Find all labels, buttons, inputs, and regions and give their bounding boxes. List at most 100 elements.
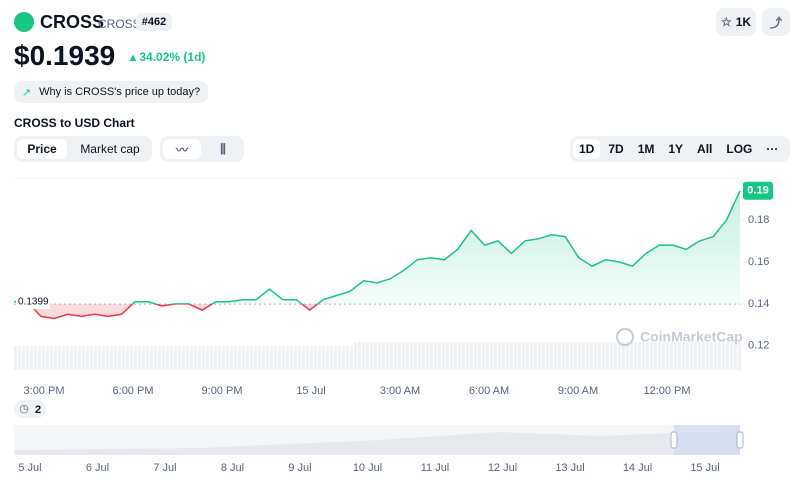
navigator-handle[interactable] (670, 431, 678, 449)
volume-bar (410, 342, 413, 370)
price-change: ▴ 34.02% (1d) (130, 50, 206, 64)
volume-bar (34, 346, 37, 370)
volume-bar (706, 342, 709, 370)
coin-symbol: CROSS (98, 17, 141, 31)
volume-bar (506, 342, 509, 370)
x-tick-label: 3:00 PM (24, 385, 65, 397)
volume-bar (70, 346, 73, 370)
volume-bar (94, 346, 97, 370)
navigator-label: 15 Jul (690, 462, 719, 474)
volume-bar (338, 346, 341, 370)
volume-bar (102, 346, 105, 370)
range-button[interactable]: All (697, 142, 713, 156)
volume-bar (502, 342, 505, 370)
volume-bar (374, 342, 377, 370)
volume-bar (434, 342, 437, 370)
tab[interactable]: Price (17, 139, 67, 159)
range-button[interactable]: 1M (637, 142, 655, 156)
volume-bar (726, 342, 729, 370)
volume-bar (322, 346, 325, 370)
y-tick-label: 0.16 (748, 256, 769, 268)
volume-bar (82, 346, 85, 370)
volume-bar (678, 342, 681, 370)
volume-bar (578, 342, 581, 370)
y-tick-label: 0.18 (748, 214, 769, 226)
volume-bar (178, 346, 181, 370)
volume-bar (386, 342, 389, 370)
volume-bar (498, 342, 501, 370)
volume-bar (538, 342, 541, 370)
watchlist-count: 1K (735, 15, 752, 29)
volume-bar (570, 342, 573, 370)
share-button[interactable]: ⤴ (762, 8, 790, 36)
volume-bar (134, 346, 137, 370)
volume-bar (682, 342, 685, 370)
volume-bar (686, 342, 689, 370)
range-group (570, 136, 790, 162)
navigator-label: 11 Jul (421, 462, 450, 474)
volume-bar (474, 342, 477, 370)
range-button[interactable]: 1D (573, 139, 601, 159)
volume-bar (534, 342, 537, 370)
volume-bar (606, 342, 609, 370)
volume-bar (450, 342, 453, 370)
volume-bar (554, 342, 557, 370)
volume-bar (550, 342, 553, 370)
volume-bar (54, 346, 57, 370)
volume-bar (90, 346, 93, 370)
volume-bar (250, 346, 253, 370)
why-button[interactable]: ↗ Why is CROSS's price up today? (14, 81, 208, 103)
chart-title: CROSS to USD Chart (14, 116, 135, 130)
volume-bar (454, 342, 457, 370)
volume-bar (414, 342, 417, 370)
volume-bar (390, 342, 393, 370)
volume-bar (670, 342, 673, 370)
volume-bar (326, 346, 329, 370)
range-button[interactable]: ··· (766, 142, 779, 156)
range-button[interactable]: 7D (608, 142, 624, 156)
range-button[interactable]: 1Y (668, 142, 684, 156)
volume-bar (22, 346, 25, 370)
volume-bar (354, 342, 357, 370)
volume-bar (98, 346, 101, 370)
volume-bar (394, 342, 397, 370)
price-line (14, 190, 741, 305)
x-tick-label: 6:00 PM (113, 385, 154, 397)
volume-bar (270, 346, 273, 370)
volume-bar (146, 346, 149, 370)
volume-bar (722, 342, 725, 370)
range-button[interactable]: LOG (726, 142, 753, 156)
logo (14, 12, 34, 32)
volume-bar (330, 346, 333, 370)
navigator-handle[interactable] (736, 431, 744, 449)
volume-bar (494, 342, 497, 370)
volume-bar (526, 342, 529, 370)
y-tick-label: 0.14 (748, 298, 769, 310)
candle-type[interactable]: ⫼ (220, 141, 226, 156)
volume-bar (154, 346, 157, 370)
trend-icon: ↗ (21, 86, 32, 99)
volume-bar (166, 346, 169, 370)
coin-name: CROSS (40, 12, 105, 32)
volume-bar (290, 346, 293, 370)
volume-bar (74, 346, 77, 370)
volume-bar (710, 342, 713, 370)
volume-bar (254, 346, 257, 370)
volume-bar (238, 346, 241, 370)
volume-bar (562, 342, 565, 370)
volume-bar (38, 346, 41, 370)
volume-bar (586, 342, 589, 370)
navigator-label: 5 Jul (18, 462, 41, 474)
tab[interactable]: Market cap (70, 139, 150, 159)
line-type[interactable]: 〰 (163, 139, 201, 159)
volume (14, 342, 741, 370)
navigator-label: 8 Jul (221, 462, 244, 474)
events-badge[interactable] (14, 400, 46, 418)
volume-bar (398, 342, 401, 370)
volume-bar (218, 346, 221, 370)
volume-bar (198, 346, 201, 370)
volume-bar (334, 346, 337, 370)
volume-bar (266, 346, 269, 370)
watchlist-button[interactable]: ☆ 1K (716, 8, 756, 36)
volume-bar (258, 346, 261, 370)
